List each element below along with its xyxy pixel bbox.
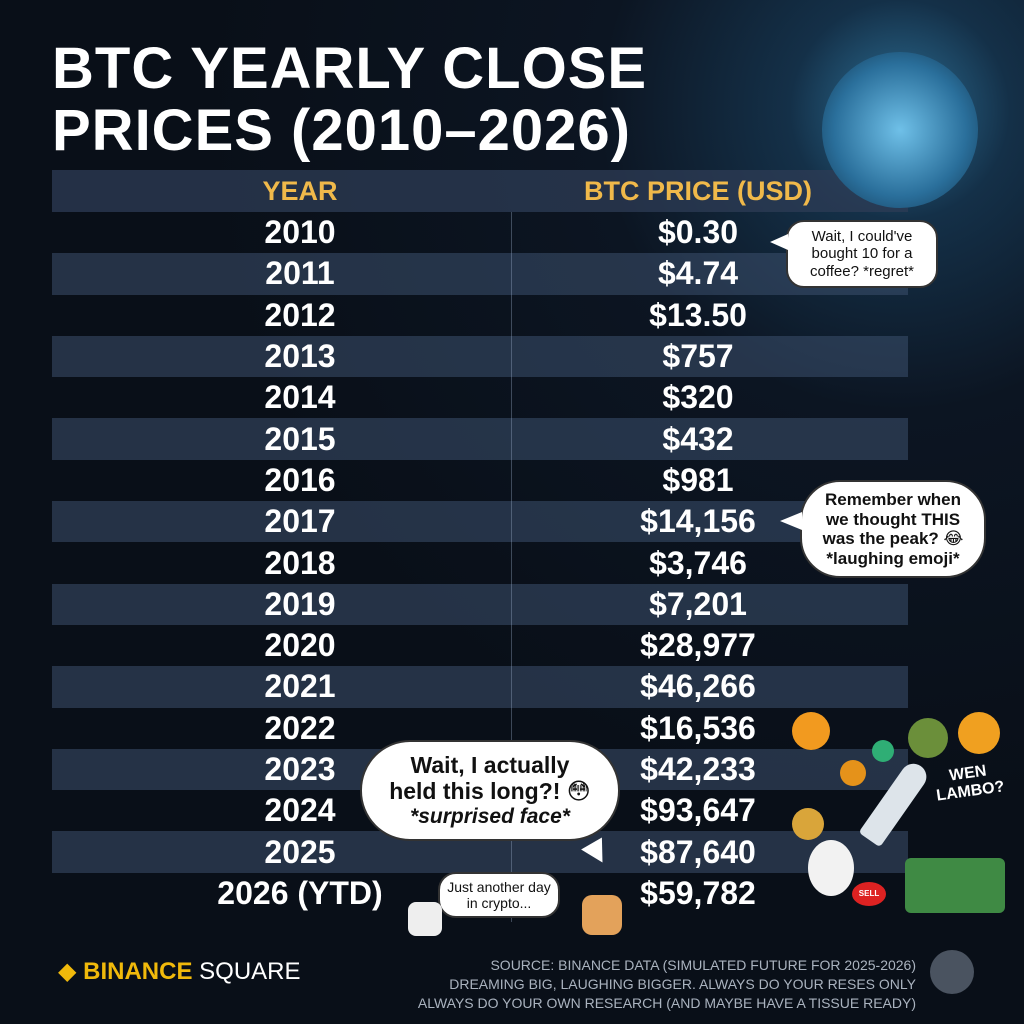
price-table: YEAR BTC PRICE (USD) 2010 $0.30 2011 $4.74 2…: [52, 170, 908, 914]
brand-name: BINANCE: [83, 958, 193, 985]
footer-notes: SOURCE: BINANCE DATA (SIMULATED FUTURE F…: [418, 956, 916, 1013]
price-cell: $7,201: [649, 585, 747, 622]
bubble-line: was the peak? 😂: [822, 529, 964, 549]
year-cell: 2024: [264, 792, 336, 829]
bubble-line: Remember when: [824, 490, 962, 509]
cash-pile: [905, 858, 1005, 913]
column-header: BTC PRICE (USD): [584, 175, 812, 206]
wen-lambo: WEN LAMBO?: [933, 760, 1006, 805]
profile-icon: [930, 950, 974, 994]
price-cell: $16,536: [640, 709, 756, 746]
table-header: YEAR BTC PRICE (USD): [52, 170, 908, 212]
title-line: BTC YEARLY CLOSE: [52, 36, 648, 101]
sell-button: SELL: [852, 882, 886, 906]
cat-sticker: [582, 895, 622, 935]
bubble-tail: [770, 234, 788, 250]
footer-note: ALWAYS DO YOUR OWN RESEARCH (AND MAYBE H…: [417, 995, 916, 1011]
brand-name: SQUARE: [199, 958, 301, 985]
table-row: 2021 $46,266: [52, 666, 908, 708]
table-row: 2010 $0.30: [52, 212, 908, 253]
price-cell: $757: [662, 338, 734, 375]
table-row: 2017 $14,156: [52, 501, 908, 543]
year-cell: 2025: [264, 833, 336, 870]
bubble-line: Just another day: [447, 879, 551, 895]
year-cell: 2015: [264, 420, 336, 457]
title-line: PRICES (2010–2026): [52, 98, 631, 163]
coin-icon: [792, 712, 830, 750]
price-cell: $3,746: [649, 544, 747, 581]
year-cell: 2012: [264, 296, 336, 333]
brand: ◆ BINANCE SQUARE: [58, 958, 301, 985]
title: BTC YEARLY CLOSE PRICES (2010–2026): [52, 38, 647, 162]
bitcoin-emblem: [822, 52, 978, 208]
year-cell: 2010: [264, 214, 336, 251]
year-cell: 2011: [265, 255, 335, 292]
year-cell: 2026 (YTD): [217, 874, 383, 911]
price-cell: $4.74: [657, 255, 739, 292]
speech-bubble: Just another day in crypto...: [438, 872, 560, 919]
avatar-icon: [908, 718, 948, 758]
price-cell: $87,640: [640, 833, 756, 870]
price-cell: $320: [662, 379, 734, 416]
coin-icon: [792, 808, 824, 840]
table-row: 2013 $757: [52, 335, 908, 378]
footer-note: DREAMING BIG, LAUGHING BIGGER. ALWAYS DO…: [449, 976, 916, 992]
table-row: 2014 $320: [52, 377, 908, 418]
year-cell: 2013: [264, 338, 336, 375]
table-row: 2016 $981: [52, 460, 908, 501]
cat-sticker: [408, 902, 442, 936]
footer-note: SOURCE: BINANCE DATA (SIMULATED FUTURE F…: [490, 957, 916, 973]
crying-figure: [808, 840, 854, 896]
price-cell: $59,782: [640, 874, 756, 911]
bubble-line: Wait, I actually: [410, 752, 570, 778]
year-cell: 2014: [264, 379, 336, 416]
price-cell: $981: [662, 461, 734, 498]
column-divider: [511, 212, 512, 922]
table-row: 2012 $13.50: [52, 295, 908, 336]
year-cell: 2021: [264, 668, 336, 705]
year-cell: 2019: [264, 585, 336, 622]
bubble-tail: [780, 512, 802, 530]
price-cell: $432: [662, 420, 734, 457]
price-cell: $13.50: [649, 296, 747, 333]
speech-bubble: Remember when we thought THIS was the pe…: [800, 480, 986, 579]
table-row: 2011 $4.74: [52, 253, 908, 295]
price-cell: $28,977: [640, 627, 756, 664]
coin-icon: [872, 740, 894, 762]
table-row: 2022 $16,536: [52, 708, 908, 749]
coin-icon: [840, 760, 866, 786]
table-row: 2015 $432: [52, 418, 908, 460]
price-cell: $14,156: [640, 503, 756, 540]
speech-bubble: Wait, I could've bought 10 for a coffee?…: [786, 220, 938, 288]
price-cell: $46,266: [640, 668, 756, 705]
bubble-line: *surprised face*: [410, 804, 570, 828]
price-cell: $0.30: [657, 214, 739, 251]
table-row: 2024 $93,647: [52, 790, 908, 831]
bubble-line: coffee? *regret*: [810, 262, 914, 280]
bubble-line: Wait, I could've: [811, 228, 913, 245]
year-cell: 2022: [264, 709, 336, 746]
bubble-line: we thought THIS: [825, 509, 961, 529]
year-cell: 2023: [264, 751, 336, 787]
year-cell: 2017: [264, 503, 336, 540]
table-row: 2020 $28,977: [52, 625, 908, 666]
bubble-line: in crypto...: [466, 895, 532, 912]
bubble-line: bought 10 for a: [811, 245, 913, 263]
coin-icon: [958, 712, 1000, 754]
table-row: 2018 $3,746: [52, 542, 908, 583]
table-row: 2026 (YTD) $59,782: [52, 873, 908, 914]
price-cell: $42,233: [640, 751, 756, 787]
price-cell: $93,647: [640, 792, 756, 829]
table-row: 2019 $7,201: [52, 583, 908, 625]
bubble-line: held this long?! 😳: [389, 778, 591, 805]
year-cell: 2016: [264, 461, 336, 498]
bubble-line: *laughing emoji*: [826, 548, 960, 568]
column-header: YEAR: [262, 175, 338, 206]
year-cell: 2020: [264, 627, 336, 664]
year-cell: 2018: [264, 544, 336, 581]
speech-bubble: Wait, I actually held this long?! 😳 *sur…: [360, 740, 620, 842]
